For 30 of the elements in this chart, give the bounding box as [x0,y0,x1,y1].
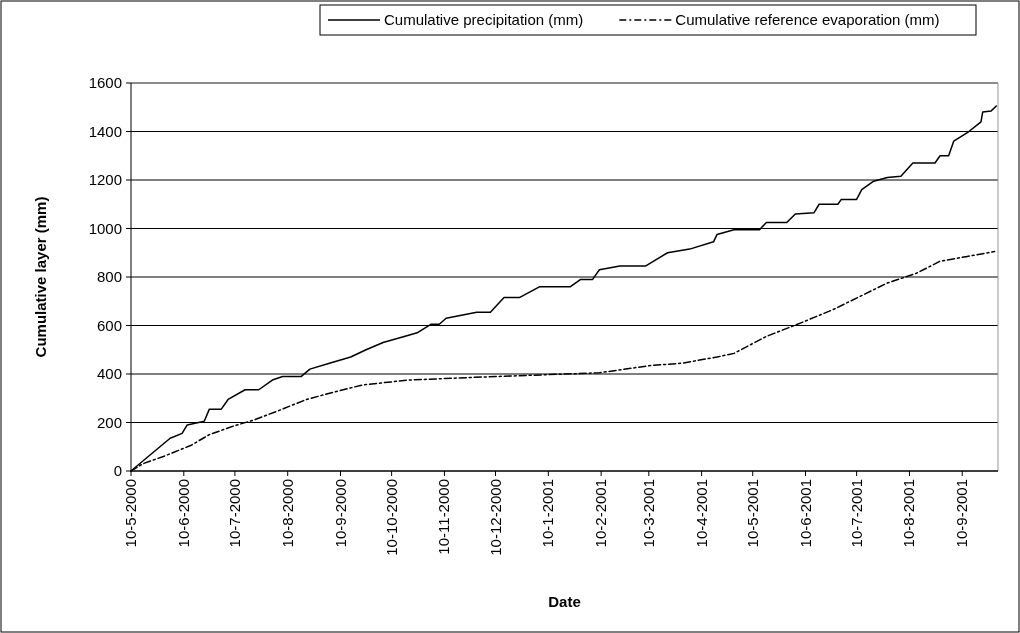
x-tick-label: 10-11-2000 [435,479,453,555]
x-tick-label: 10-4-2001 [692,479,710,548]
y-tick-label: 800 [96,268,122,285]
x-tick-label: 10-12-2000 [486,479,504,556]
x-tick-label: 10-6-2000 [174,479,192,548]
x-tick-label: 10-3-2001 [639,479,657,548]
x-tick-label: 10-1-2001 [539,479,557,548]
legend-label: Cumulative precipitation (mm) [384,11,584,28]
y-tick-label: 200 [96,413,122,431]
x-tick-label: 10-7-2001 [847,479,865,548]
x-tick-label: 10-9-2000 [331,479,349,548]
x-tick-label: 10-5-2001 [743,479,761,548]
x-tick-label: 10-7-2000 [225,479,243,548]
y-axis-title: Cumulative layer (mm) [32,196,49,358]
y-tick-label: 1600 [88,74,122,91]
x-tick-label: 10-10-2000 [382,479,400,556]
x-tick-label: 10-8-2000 [278,479,296,548]
y-tick-label: 1000 [88,219,122,237]
y-tick-label: 0 [113,462,122,479]
x-tick-label: 10-8-2001 [900,479,918,548]
y-tick-label: 1200 [88,171,122,188]
y-tick-label: 400 [96,365,122,382]
y-tick-label: 600 [96,316,122,334]
y-tick-label: 1400 [88,122,122,140]
x-tick-label: 10-2-2001 [592,479,610,548]
x-tick-label: 10-9-2001 [953,479,971,548]
x-tick-label: 10-6-2001 [796,479,814,548]
x-tick-label: 10-5-2000 [122,479,139,548]
legend-label: Cumulative reference evaporation (mm) [675,11,940,28]
x-axis-title: Date [548,593,581,610]
